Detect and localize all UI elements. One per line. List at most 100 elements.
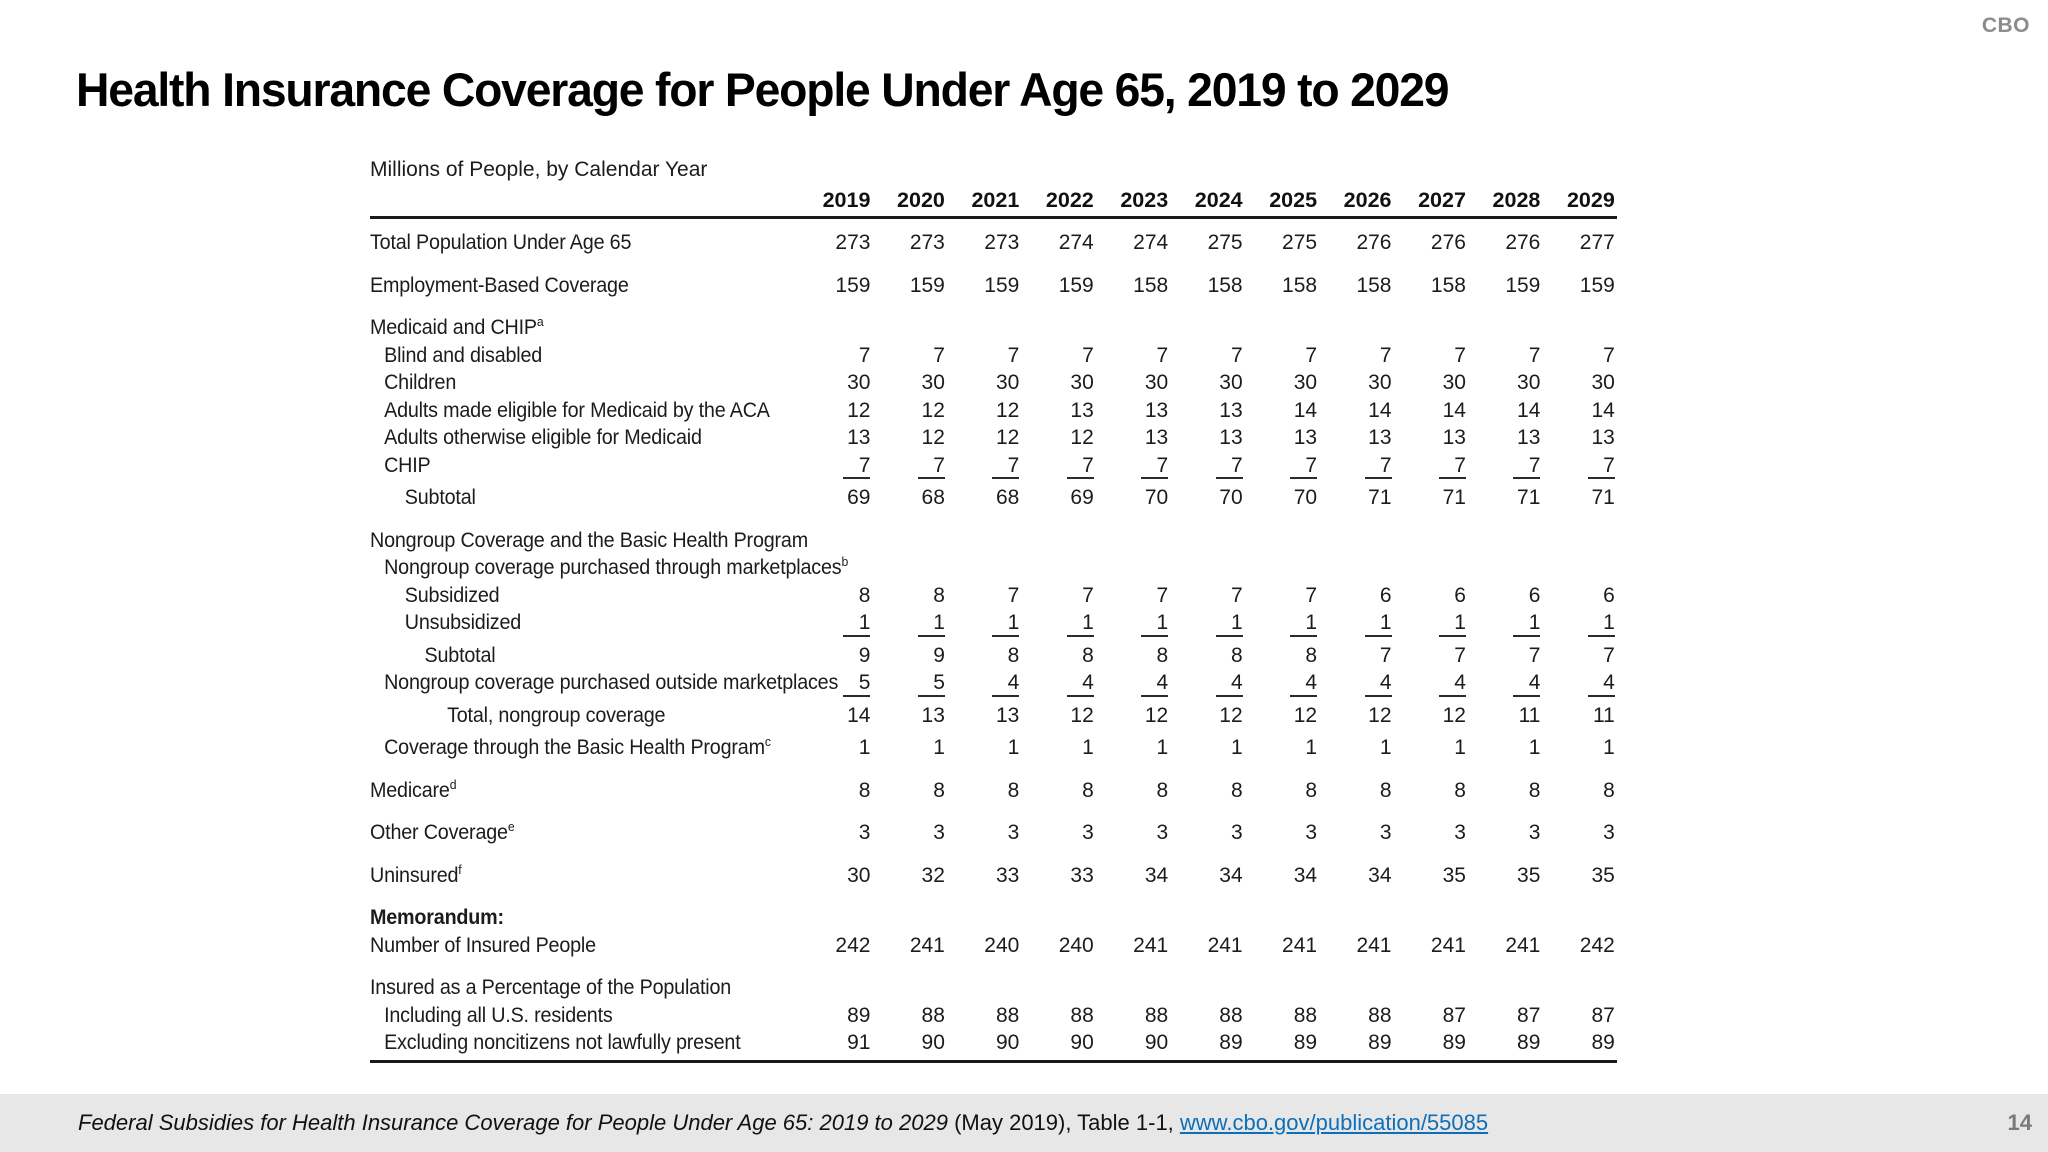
value-cell: 6 (1528, 583, 1541, 607)
value-cell: 8 (858, 583, 871, 607)
value-cell: 1 (872, 609, 946, 637)
value-cell: 158 (1282, 273, 1318, 297)
value-cell: 13 (847, 426, 871, 449)
value-cell: 3 (1305, 821, 1318, 844)
value-cell (1245, 974, 1319, 1002)
coverage-table: Millions of People, by Calendar Year 201… (370, 156, 1617, 1063)
value-cell: 7 (1319, 452, 1393, 480)
value-cell: 71 (1517, 486, 1541, 509)
value-cell: 12 (995, 426, 1020, 449)
value-cell: 12 (1442, 703, 1466, 727)
value-cell: 88 (1219, 1003, 1243, 1027)
row-label: Subtotal (404, 486, 476, 509)
value-cell: 241 (1430, 933, 1466, 957)
value-cell: 70 (1219, 486, 1243, 509)
value-cell (1170, 974, 1244, 1002)
value-cell: 1 (947, 609, 1021, 637)
row-label: Adults otherwise eligible for Medicaid (384, 426, 702, 449)
value-cell: 240 (1058, 933, 1094, 957)
row-label: Excluding noncitizens not lawfully prese… (384, 1031, 741, 1054)
value-cell (1468, 314, 1542, 342)
value-cell: 7 (872, 452, 946, 480)
value-cell (1394, 904, 1468, 932)
value-cell: 8 (1305, 778, 1318, 802)
row-label: Blind and disabled (384, 343, 543, 367)
value-cell: 89 (1368, 1031, 1392, 1054)
value-cell: 90 (1070, 1031, 1094, 1054)
row-label: Nongroup coverage purchased through mark… (384, 554, 849, 579)
value-cell: 71 (1442, 486, 1466, 509)
value-cell: 3 (933, 821, 945, 844)
value-cell (1542, 554, 1616, 582)
table-year-header: 2019 2020 2021 2022 2023 2024 2025 2026 2027 2028… (370, 184, 1617, 216)
year-column-header: 2026 (1343, 188, 1392, 212)
row-label: Total Population Under Age 65 (370, 231, 632, 254)
value-cell: 242 (1579, 933, 1615, 957)
table-row: Adults otherwise eligible for Medicaid 13… (370, 424, 1617, 452)
value-cell: 9 (933, 643, 945, 667)
value-cell: 7 (1007, 343, 1020, 367)
value-cell: 30 (1442, 371, 1466, 394)
value-cell (1245, 904, 1319, 932)
value-cell: 35 (1591, 863, 1615, 887)
value-cell: 3 (1230, 821, 1243, 844)
value-cell (1394, 974, 1468, 1002)
page-title: Health Insurance Coverage for People Und… (76, 63, 1450, 116)
value-cell: 1 (933, 736, 945, 759)
value-cell: 158 (1133, 273, 1169, 297)
publication-link[interactable]: www.cbo.gov/publication/55085 (1179, 1110, 1489, 1135)
value-cell: 71 (1591, 486, 1615, 509)
table-row: Subtotal 69 68 68 69 70 70 70 71 71 71 71 (370, 484, 1617, 512)
value-cell: 90 (921, 1031, 945, 1054)
value-cell: 13 (1293, 426, 1318, 449)
value-cell: 13 (1070, 398, 1094, 422)
value-cell: 8 (1007, 778, 1020, 802)
value-cell (1468, 904, 1542, 932)
value-cell: 7 (1379, 643, 1392, 667)
value-cell: 12 (921, 426, 945, 449)
value-cell: 8 (933, 778, 945, 802)
value-cell: 4 (1096, 669, 1170, 697)
value-cell: 159 (1579, 273, 1615, 297)
value-cell: 7 (1468, 452, 1542, 480)
value-cell: 7 (1603, 643, 1615, 667)
value-cell: 158 (1430, 273, 1466, 297)
value-cell (1319, 314, 1393, 342)
value-cell: 1 (1542, 609, 1616, 637)
value-cell (1021, 554, 1095, 582)
value-cell (1319, 554, 1393, 582)
value-cell: 7 (1082, 583, 1094, 607)
value-cell (1468, 974, 1542, 1002)
value-cell: 34 (1144, 863, 1169, 887)
table-row: Excluding noncitizens not lawfully prese… (370, 1029, 1617, 1057)
value-cell: 8 (1454, 778, 1466, 802)
year-column-header: 2024 (1194, 188, 1243, 212)
row-label: Coverage through the Basic Health Progra… (384, 734, 771, 759)
value-cell: 13 (1517, 426, 1541, 449)
value-cell: 34 (1368, 863, 1392, 887)
value-cell: 13 (1219, 398, 1243, 422)
value-cell: 273 (909, 231, 945, 254)
value-cell: 88 (921, 1003, 945, 1027)
value-cell (1468, 554, 1542, 582)
value-cell: 159 (835, 273, 871, 297)
value-cell (1021, 904, 1095, 932)
row-label: Employment-Based Coverage (370, 273, 629, 297)
value-cell (1542, 904, 1616, 932)
value-cell: 8 (1007, 643, 1020, 667)
value-cell (872, 974, 946, 1002)
value-cell: 8 (858, 778, 871, 802)
value-cell (1096, 554, 1170, 582)
value-cell: 13 (995, 703, 1020, 727)
row-label: Insured as a Percentage of the Populatio… (370, 976, 732, 999)
value-cell: 7 (1096, 452, 1170, 480)
value-cell: 12 (921, 398, 945, 422)
value-cell: 8 (1230, 643, 1243, 667)
value-cell: 1 (1021, 609, 1095, 637)
table-row: Other Coveragee 3 3 3 3 3 3 3 3 3 3 3 (370, 819, 1617, 847)
row-label: Unsubsidized (404, 611, 522, 634)
table-row: Children 30 30 30 30 30 30 30 30 30 30 30 (370, 369, 1617, 397)
value-cell (1170, 904, 1244, 932)
value-cell: 241 (1356, 933, 1392, 957)
value-cell: 7 (1245, 452, 1319, 480)
